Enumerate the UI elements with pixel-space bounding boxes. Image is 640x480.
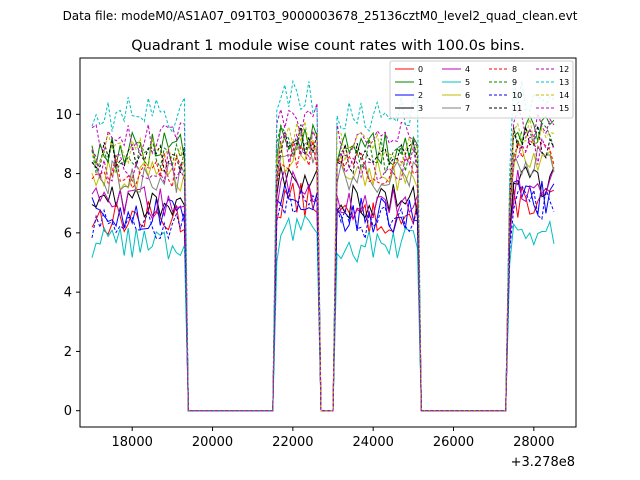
- series-line-11: [91, 124, 555, 412]
- y-tick-label: 0: [64, 404, 72, 419]
- legend-label-6: 6: [465, 91, 470, 100]
- legend-label-11: 11: [512, 104, 522, 113]
- legend-label-8: 8: [512, 65, 517, 74]
- y-tick-label: 2: [64, 345, 72, 360]
- series-line-13: [91, 79, 555, 412]
- legend-label-10: 10: [512, 91, 522, 100]
- series-line-7: [91, 140, 555, 412]
- legend-label-2: 2: [418, 91, 423, 100]
- legend-label-9: 9: [512, 78, 517, 87]
- legend-label-1: 1: [418, 78, 423, 87]
- series-line-0: [91, 183, 555, 412]
- x-tick-label: 28000: [513, 435, 554, 450]
- series-line-2: [91, 179, 555, 412]
- x-tick-label: 26000: [433, 435, 474, 450]
- x-tick-label: 24000: [353, 435, 394, 450]
- series-line-9: [91, 122, 555, 412]
- series-line-4: [91, 168, 555, 412]
- chart-suptitle: Data file: modeM0/AS1A07_091T03_90000036…: [63, 9, 578, 23]
- y-tick-label: 6: [64, 226, 72, 241]
- legend-label-13: 13: [559, 78, 569, 87]
- series-line-15: [91, 129, 555, 412]
- series-line-8: [91, 138, 555, 412]
- x-tick-label: 22000: [272, 435, 313, 450]
- legend-box: [389, 60, 574, 119]
- legend-label-14: 14: [559, 91, 569, 100]
- plot-frame: [79, 57, 577, 428]
- series-layer: [91, 79, 555, 412]
- x-offset-label: +3.278e8: [511, 455, 575, 470]
- legend-label-4: 4: [465, 65, 470, 74]
- series-line-1: [91, 114, 555, 412]
- y-tick-label: 4: [64, 286, 72, 301]
- x-axis: 18000 20000 22000 24000 26000 28000: [112, 427, 555, 450]
- y-axis: 0 2 4 6 8 10: [55, 108, 80, 419]
- chart-title: Quadrant 1 module wise count rates with …: [131, 38, 525, 54]
- legend-label-7: 7: [465, 104, 470, 113]
- series-line-3: [91, 166, 555, 412]
- series-line-5: [91, 214, 555, 412]
- legend-label-15: 15: [559, 104, 569, 113]
- x-tick-label: 20000: [192, 435, 233, 450]
- legend-label-3: 3: [418, 104, 423, 113]
- y-tick-label: 8: [64, 167, 72, 182]
- legend-label-12: 12: [559, 65, 569, 74]
- x-tick-label: 18000: [112, 435, 153, 450]
- y-tick-label: 10: [55, 108, 72, 123]
- legend-label-5: 5: [465, 78, 470, 87]
- legend-label-0: 0: [418, 65, 423, 74]
- series-line-6: [91, 139, 555, 412]
